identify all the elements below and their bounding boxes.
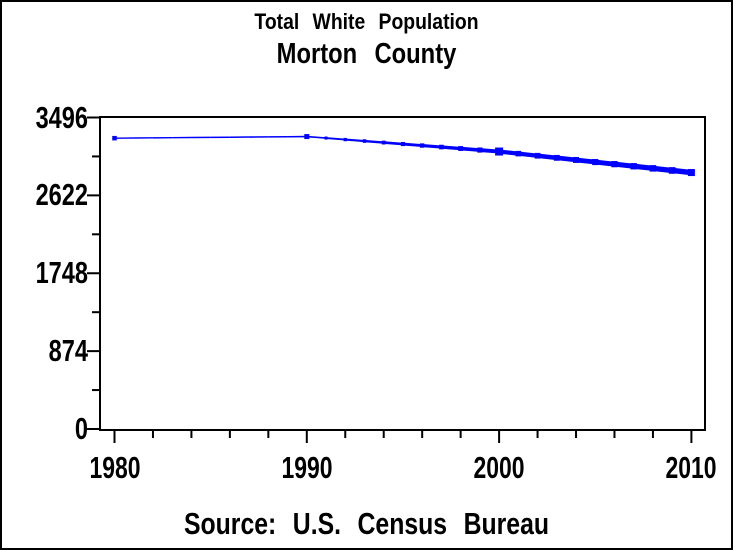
y-tick-label: 874 [48, 333, 88, 369]
series-year-point [668, 167, 676, 174]
series-year-point [324, 136, 328, 140]
series-year-point [381, 140, 386, 145]
series-year-point [343, 137, 347, 142]
series-line-segment [575, 157, 596, 165]
series-line-segment [402, 142, 423, 147]
series-year-point [630, 163, 637, 170]
series-line-segment [364, 139, 384, 144]
x-tick-label: 1980 [88, 450, 141, 485]
series-year-point [477, 147, 483, 153]
y-tick-label: 1748 [35, 255, 88, 291]
series-year-point [592, 159, 599, 166]
series-line-segment [383, 141, 404, 146]
series-year-point [573, 156, 579, 163]
series-line-segment [325, 137, 346, 141]
series-marker [495, 147, 504, 156]
series-line-segment [614, 161, 634, 169]
series-line-segment [441, 145, 461, 151]
x-tick-label: 2010 [665, 450, 717, 485]
series-year-point [362, 139, 367, 143]
series-line-segment [460, 146, 481, 152]
series-line-segment [518, 151, 538, 158]
series-line-segment [556, 155, 577, 163]
series-year-point [420, 143, 425, 148]
y-tick-label: 2622 [35, 177, 88, 213]
series-marker [304, 134, 310, 140]
series-year-point [649, 165, 657, 172]
y-tick-label: 0 [74, 411, 88, 446]
series-marker [687, 169, 695, 177]
x-tick-label: 2000 [473, 450, 525, 485]
series-line-segment [345, 138, 365, 143]
chart-subtitle: Morton County [276, 38, 457, 70]
y-tick-label: 3496 [35, 99, 88, 135]
series-year-point [534, 152, 541, 159]
series-year-point [458, 146, 464, 151]
x-tick-label: 1990 [281, 450, 333, 485]
series-marker [112, 135, 117, 141]
source-note: Source: U.S. Census Bureau [183, 506, 550, 541]
series-year-point [611, 161, 618, 168]
series-line-segment [537, 153, 558, 161]
series-year-point [553, 154, 560, 161]
series-line-segment [306, 135, 327, 139]
series-year-point [400, 142, 405, 147]
series-year-point [515, 150, 522, 157]
series-line-segment [594, 159, 615, 167]
series-line-segment [422, 143, 442, 149]
series-year-point [439, 144, 444, 150]
chart-title: Total White Population [254, 9, 479, 34]
